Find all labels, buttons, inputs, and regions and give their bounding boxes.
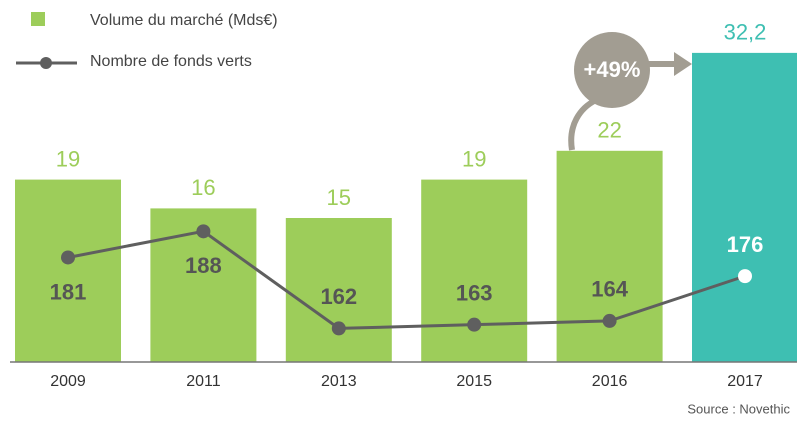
x-tick-label: 2017 bbox=[727, 373, 763, 390]
bar bbox=[285, 218, 392, 362]
line-value-label: 162 bbox=[320, 284, 357, 309]
bar bbox=[15, 179, 121, 362]
bar-value-label: 15 bbox=[327, 185, 351, 210]
annotation-bubble bbox=[574, 32, 650, 108]
bar-value-label: 22 bbox=[597, 118, 621, 143]
line-point bbox=[61, 250, 75, 265]
bar-value-label: 19 bbox=[462, 146, 486, 171]
line-value-label: 164 bbox=[591, 277, 628, 302]
bar-value-label: 16 bbox=[191, 175, 215, 200]
line-point bbox=[196, 224, 211, 239]
line-value-label: 181 bbox=[50, 279, 87, 304]
line-point bbox=[738, 269, 752, 284]
legend-point bbox=[40, 57, 52, 69]
bar-value-label: 32,2 bbox=[724, 20, 767, 45]
line-value-label: 188 bbox=[185, 253, 222, 278]
legend-label: Nombre de fonds verts bbox=[90, 53, 252, 70]
line bbox=[67, 229, 746, 330]
bar bbox=[556, 150, 663, 362]
annotation: +49% bbox=[584, 57, 641, 82]
source: Source : Novethic bbox=[687, 401, 790, 416]
line-value-label: 176 bbox=[727, 232, 764, 257]
bar bbox=[692, 52, 797, 362]
legend-label: Volume du marché (Mds€) bbox=[90, 12, 278, 29]
annotation-curve bbox=[568, 97, 598, 151]
x-tick-label: 2016 bbox=[592, 373, 628, 390]
line-point bbox=[331, 321, 346, 336]
x-tick-label: 2015 bbox=[456, 373, 492, 390]
x-tick-label: 2009 bbox=[50, 373, 86, 390]
line-point bbox=[602, 313, 617, 328]
line-value-label: 163 bbox=[456, 280, 493, 305]
legend-swatch bbox=[31, 12, 45, 26]
bar-value-label: 19 bbox=[56, 146, 80, 171]
x-tick-label: 2013 bbox=[321, 373, 357, 390]
annotation-arrowhead bbox=[674, 52, 692, 76]
bar bbox=[421, 179, 528, 362]
x-tick-label: 2011 bbox=[186, 373, 221, 390]
line-point bbox=[467, 317, 482, 332]
